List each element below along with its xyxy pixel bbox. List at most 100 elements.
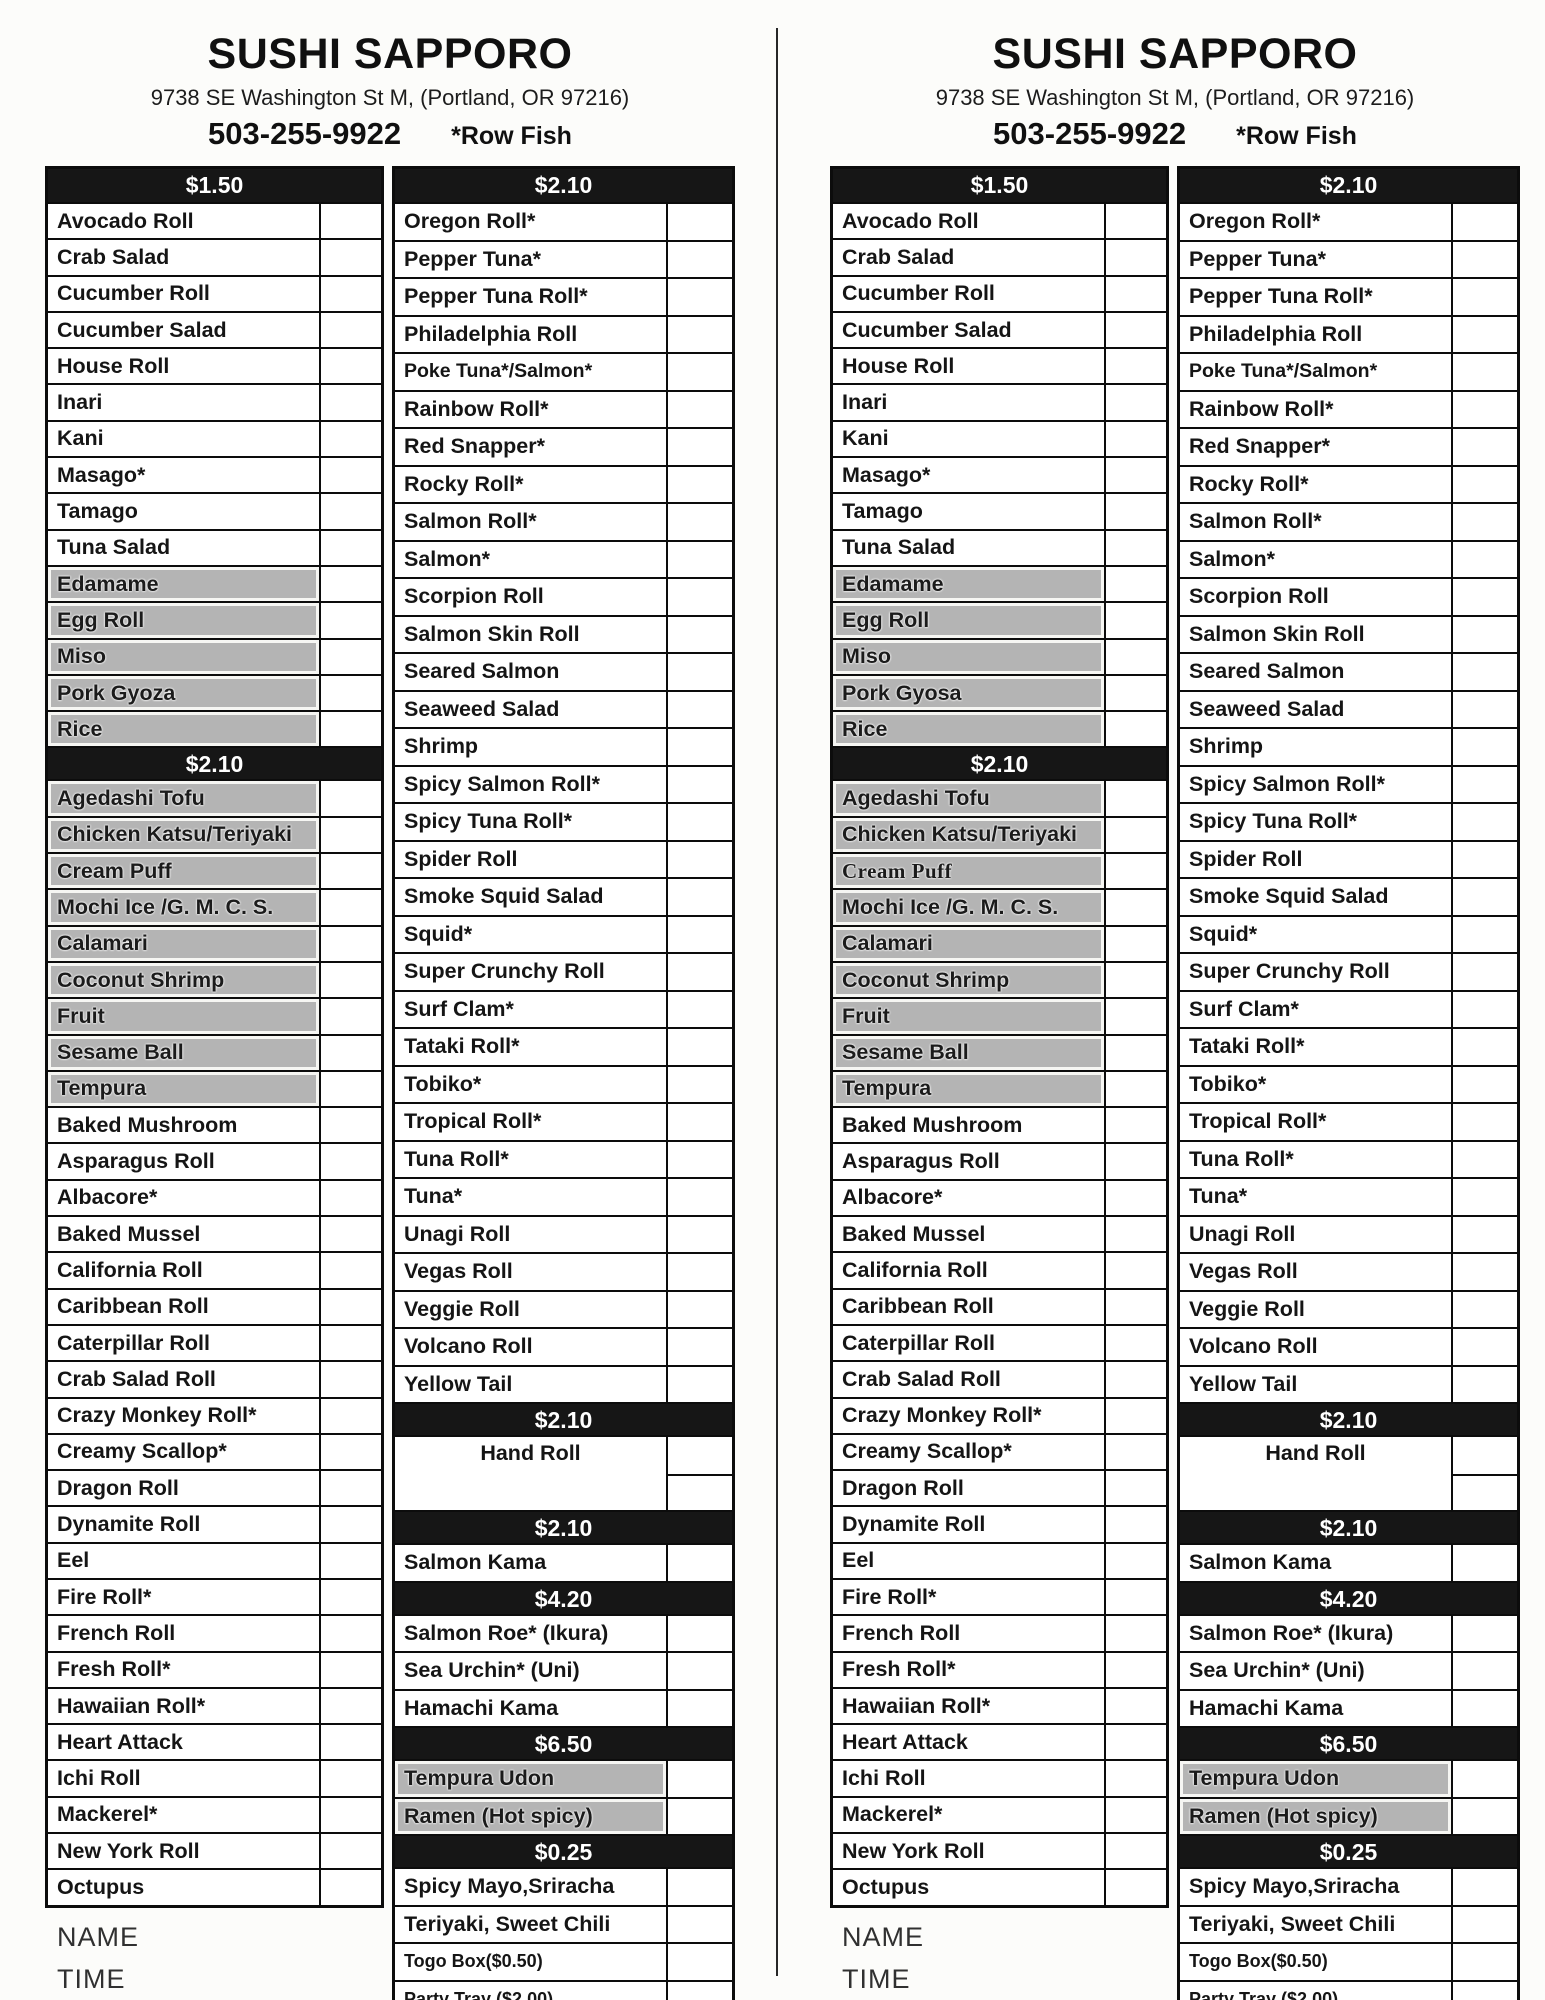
menu-item-row: Spicy Salmon Roll* (1180, 764, 1517, 802)
item-label: New York Roll (842, 1838, 985, 1863)
order-quantity-cell (666, 541, 732, 577)
item-label: Sea Urchin* (Uni) (404, 1658, 580, 1683)
item-label: Red Snapper* (404, 434, 545, 459)
menu-item-row: Spicy Mayo,Sriracha (1180, 1867, 1517, 1905)
item-label: House Roll (57, 353, 170, 378)
order-quantity-cell (1451, 1545, 1517, 1581)
price-section-header: $2.10 (395, 169, 732, 202)
menu-item-row: Spider Roll (1180, 839, 1517, 877)
address-line: 9738 SE Washington St M, (Portland, OR 9… (935, 85, 1415, 110)
item-label: Crazy Monkey Roll* (842, 1403, 1042, 1428)
order-quantity-cell (1104, 312, 1166, 348)
menu-item-row: Cucumber Roll (48, 274, 381, 311)
menu-item-row: Seared Salmon (395, 652, 732, 690)
menu-item-row: Caterpillar Roll (833, 1323, 1166, 1361)
menu-item-row: Sesame Ball (833, 1033, 1166, 1070)
item-label: Edamame (833, 566, 1104, 602)
menu-item-row: Baked Mushroom (833, 1106, 1166, 1143)
item-label: Teriyaki, Sweet Chili (404, 1911, 611, 1936)
order-quantity-cell (1104, 1434, 1166, 1470)
order-quantity-cell (1104, 1652, 1166, 1687)
item-label: Creamy Scallop* (842, 1439, 1012, 1464)
item-label: Yellow Tail (404, 1371, 513, 1396)
menu-item-row: Ramen (Hot spicy) (1180, 1796, 1517, 1834)
menu-item-row: Calamari (833, 924, 1166, 961)
order-quantity-cell (1104, 999, 1166, 1034)
menu-item-row: Agedashi Tofu (833, 779, 1166, 816)
item-label: Veggie Roll (1189, 1296, 1305, 1321)
menu-item-row: Tempura Udon (1180, 1759, 1517, 1797)
order-quantity-cell (1104, 1144, 1166, 1179)
order-quantity-cell (1451, 204, 1517, 240)
order-quantity-cell (666, 729, 732, 765)
menu-item-row: Volcano Roll (1180, 1327, 1517, 1365)
menu-item-row: Octupus (833, 1868, 1166, 1905)
order-quantity-cell (1451, 916, 1517, 952)
menu-item-row: Cucumber Salad (48, 310, 381, 348)
price-section-header: $2.10 (395, 1510, 732, 1543)
item-label: Poke Tuna*/Salmon* (1189, 360, 1378, 383)
item-label: Avocado Roll (57, 208, 194, 233)
item-label: Seared Salmon (404, 659, 560, 684)
menu-item-row: Egg Roll (48, 601, 381, 638)
name-time-block: NAME TIME (45, 1916, 384, 2000)
menu-item-row: Shrimp (1180, 727, 1517, 765)
menu-item-row: Salmon* (1180, 539, 1517, 577)
name-label: NAME (57, 1921, 140, 1952)
order-quantity-cell (666, 1545, 732, 1581)
order-quantity-cell (666, 1906, 732, 1942)
menu-item-row: New York Roll (833, 1832, 1166, 1869)
order-quantity-cell (666, 504, 732, 540)
item-label: Crazy Monkey Roll* (57, 1403, 257, 1428)
menu-panel: SUSHI SAPPORO 9738 SE Washington St M, (… (45, 0, 735, 2000)
menu-item-row: Tamago (48, 492, 381, 529)
order-quantity-cell (1451, 616, 1517, 652)
order-quantity-cell (1451, 954, 1517, 990)
menu-item-row: Pork Gyoza (48, 673, 381, 711)
item-label: Pork Gyoza (48, 675, 319, 711)
menu-item-row: Salmon Skin Roll (395, 614, 732, 652)
item-label: Unagi Roll (1189, 1221, 1296, 1246)
menu-columns: $1.50 Avocado Roll Crab Salad Cucumber Roll… (830, 166, 1520, 2000)
order-quantity-cell (319, 603, 381, 638)
menu-item-row: Super Crunchy Roll (1180, 952, 1517, 990)
order-quantity-cell (1451, 1944, 1517, 1980)
menu-item-row: Surf Clam* (395, 989, 732, 1027)
item-label: Salmon Skin Roll (1189, 621, 1365, 646)
item-label: French Roll (842, 1620, 961, 1645)
menu-item-row: Tobiko* (1180, 1064, 1517, 1102)
item-label: Seared Salmon (1189, 659, 1345, 684)
item-label: Miso (833, 639, 1104, 674)
order-quantity-cell (1451, 391, 1517, 427)
menu-column-right: $2.10 Oregon Roll* Pepper Tuna* Pepper Tuna… (1177, 166, 1520, 2000)
menu-item-row: Tuna Roll* (1180, 1139, 1517, 1177)
order-quantity-cell (1104, 1253, 1166, 1288)
item-label: Rocky Roll* (404, 471, 524, 496)
item-label: Veggie Roll (404, 1296, 520, 1321)
order-quantity-cell (666, 991, 732, 1027)
menu-item-row: Rocky Roll* (395, 464, 732, 502)
order-quantity-cell (319, 1870, 381, 1905)
menu-item-row: Shrimp (395, 727, 732, 765)
order-quantity-cell (1451, 466, 1517, 502)
order-quantity-cell (319, 1725, 381, 1760)
order-quantity-cell (1104, 1725, 1166, 1760)
item-label: Party Tray ($2.00) (1189, 1988, 1339, 2000)
item-label: Mackerel* (57, 1802, 158, 1827)
menu-item-row: Party Tray ($2.00) (1180, 1979, 1517, 2000)
item-label: Ichi Roll (57, 1766, 141, 1791)
order-quantity-cell (319, 276, 381, 311)
menu-item-row: Seared Salmon (1180, 652, 1517, 690)
item-label: Spider Roll (404, 846, 518, 871)
menu-item-row: Caribbean Roll (48, 1287, 381, 1324)
menu-item-row: Ramen (Hot spicy) (395, 1796, 732, 1834)
menu-item-row: Tataki Roll* (1180, 1027, 1517, 1065)
menu-item-row: Dynamite Roll (48, 1505, 381, 1542)
order-quantity-cell (1451, 879, 1517, 915)
menu-item-row: Spicy Tuna Roll* (1180, 802, 1517, 840)
item-label: Cucumber Salad (842, 317, 1012, 342)
order-quantity-cell (1451, 841, 1517, 877)
menu-item-row: Volcano Roll (395, 1327, 732, 1365)
item-label: Calamari (833, 926, 1104, 961)
price-section-header: $2.10 (1180, 1510, 1517, 1543)
